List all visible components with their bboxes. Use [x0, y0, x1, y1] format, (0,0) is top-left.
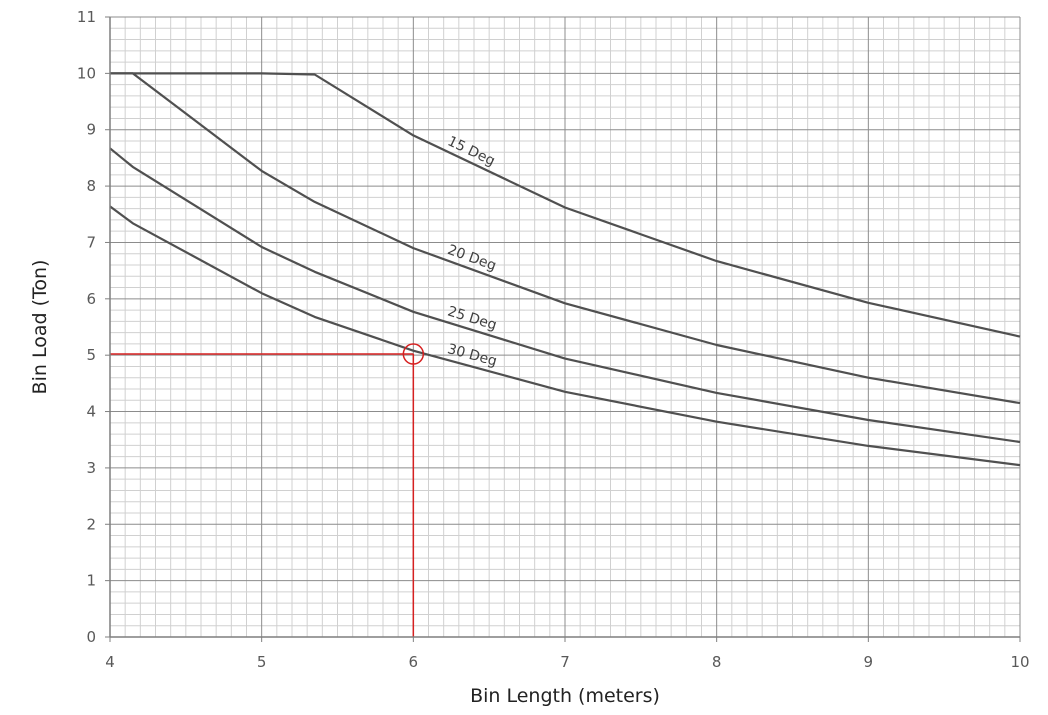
highlight-circle [402, 343, 425, 365]
x-tick-label: 6 [409, 653, 419, 671]
series-line-25-deg [109, 147, 1021, 444]
y-tick-label: 7 [86, 233, 96, 251]
axes [105, 16, 1021, 642]
y-tick-label: 1 [86, 572, 96, 590]
y-tick-label: 11 [77, 8, 96, 26]
x-tick-label: 8 [712, 653, 722, 671]
y-tick-label: 8 [86, 177, 96, 195]
y-tick-label: 0 [86, 628, 96, 646]
x-tick-labels: 4 5 6 7 8 9 10 [105, 653, 1029, 671]
y-tick-label: 10 [77, 64, 96, 82]
y-tick-label: 9 [86, 121, 96, 139]
x-tick-label: 4 [105, 653, 115, 671]
x-tick-label: 10 [1010, 653, 1029, 671]
y-tick-label: 6 [86, 290, 96, 308]
series-line-30-deg [109, 205, 1021, 467]
x-axis-title: Bin Length (meters) [470, 685, 660, 707]
highlight-marker [110, 343, 425, 637]
major-grid [109, 16, 1021, 638]
y-tick-label: 4 [86, 403, 96, 421]
y-tick-label: 3 [86, 459, 96, 477]
y-tick-label: 5 [86, 346, 96, 364]
y-tick-labels: 0 1 2 3 4 5 6 7 8 9 10 11 [77, 8, 96, 646]
x-tick-label: 9 [864, 653, 874, 671]
x-tick-label: 7 [560, 653, 570, 671]
series-lines [109, 72, 1021, 467]
x-tick-label: 5 [257, 653, 267, 671]
series-line-15-deg [110, 72, 1021, 338]
series-line-20-deg [110, 72, 1021, 405]
y-axis-title: Bin Load (Ton) [29, 260, 51, 395]
y-tick-label: 2 [86, 515, 96, 533]
